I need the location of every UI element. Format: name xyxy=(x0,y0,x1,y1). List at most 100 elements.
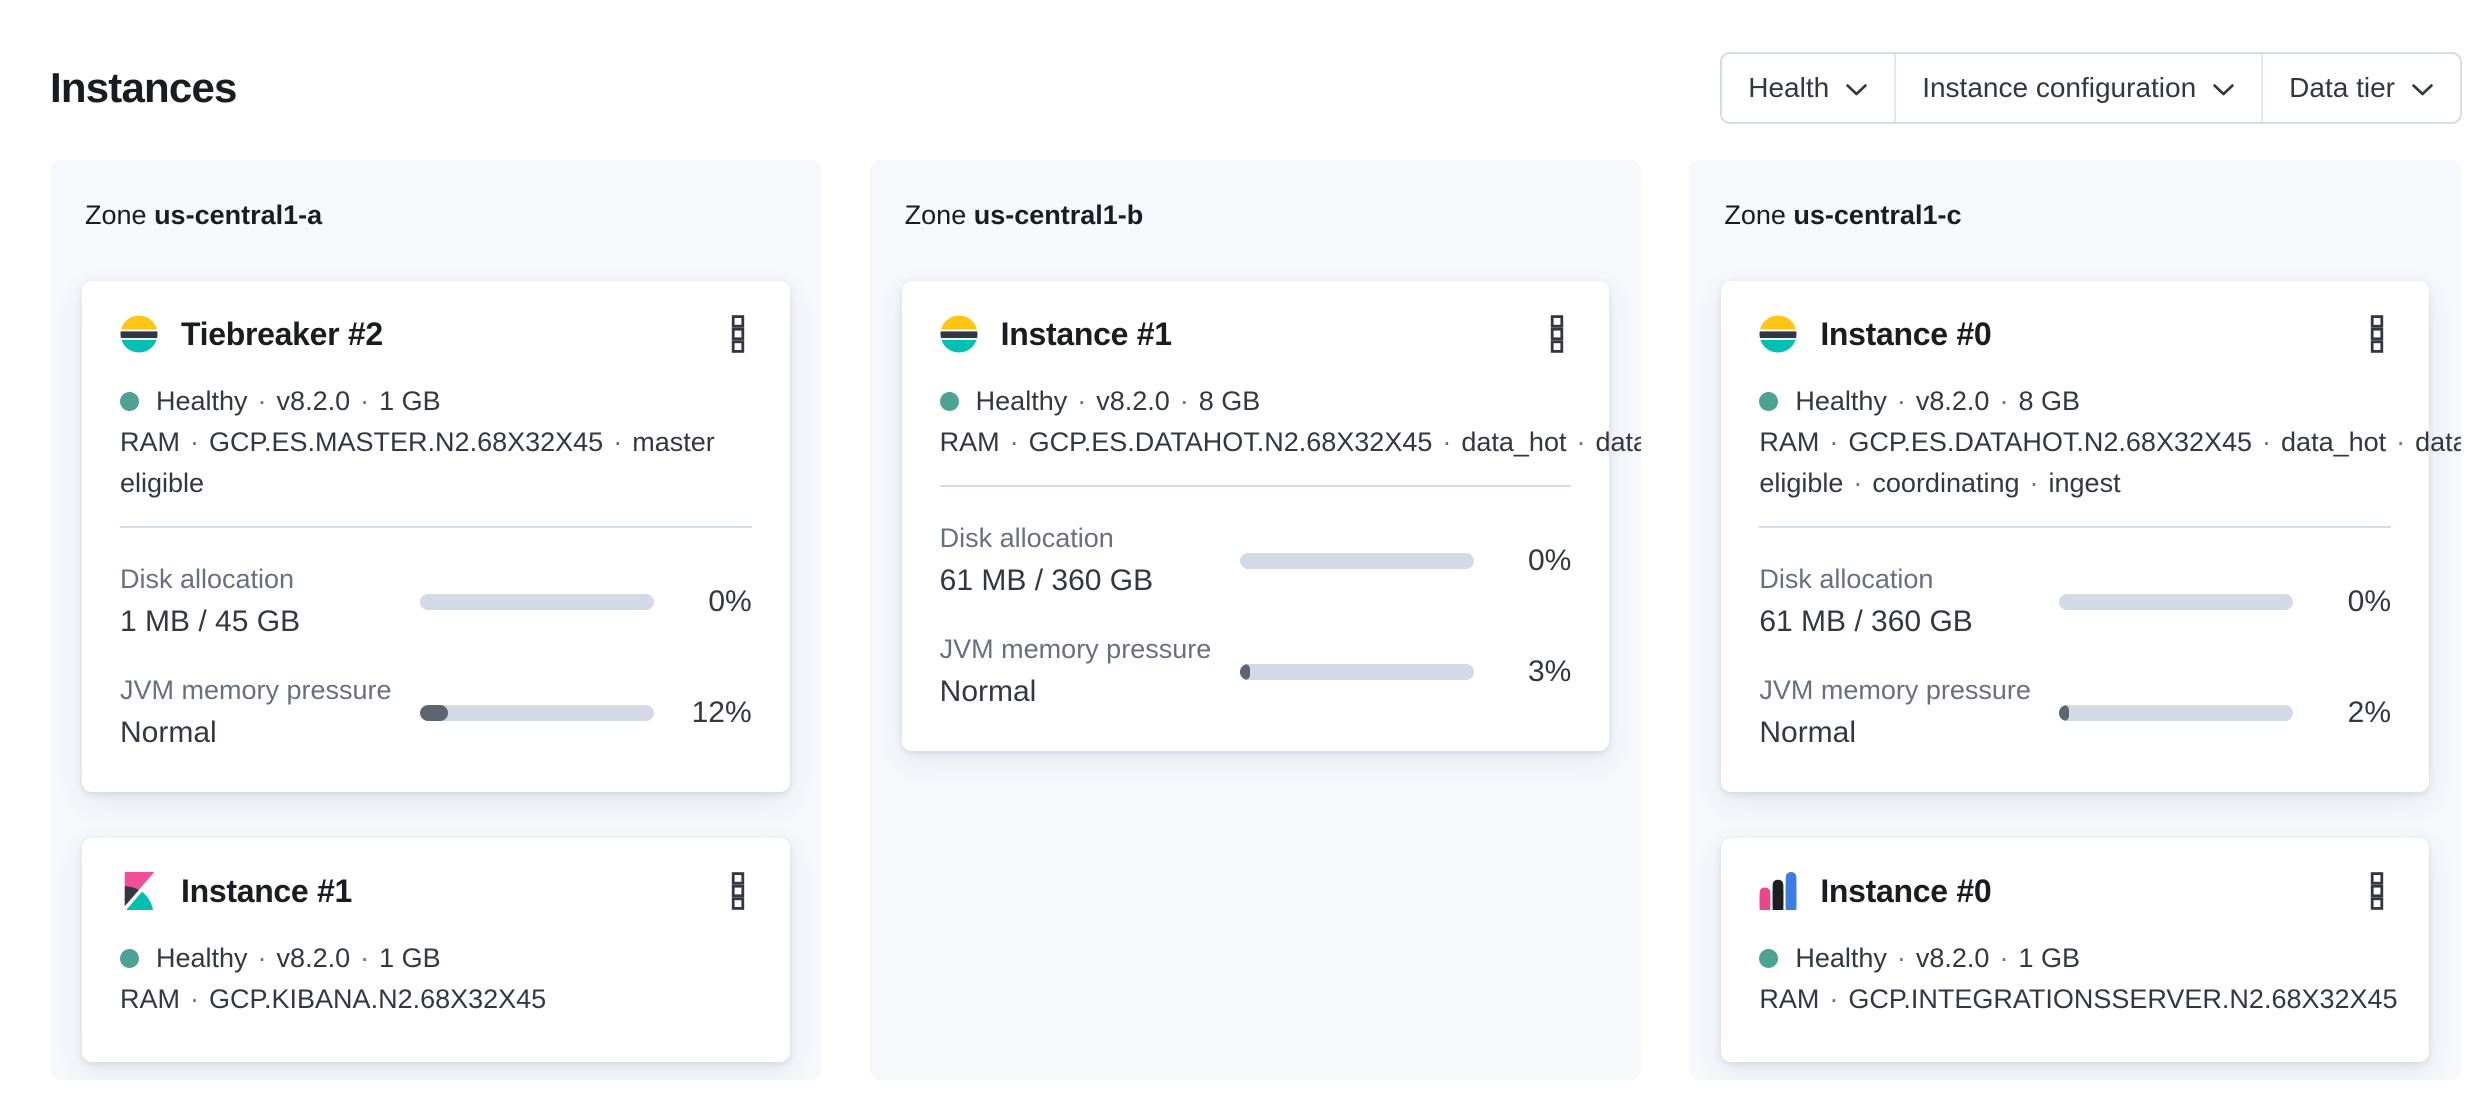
boxes-vertical-icon xyxy=(731,315,744,353)
zone-name: us-central1-a xyxy=(154,200,323,230)
chevron-down-icon xyxy=(2412,83,2433,95)
zone-panel-us-central1-c: Zone us-central1-c Instance #0 Healthy · v… xyxy=(1689,160,2462,1080)
dot-separator: · xyxy=(1896,386,1906,416)
integrations-server-logo xyxy=(1759,872,1797,910)
metric-percent: 0% xyxy=(1527,543,1572,577)
instance-title: Instance #1 xyxy=(1000,315,1172,352)
chevron-down-icon xyxy=(1846,83,1868,95)
kibana-logo xyxy=(120,872,158,910)
instance-attribute: coordinating xyxy=(1872,468,2020,498)
metric-row-jvm-memory-pressure: JVM memory pressure Normal 2% xyxy=(1759,675,2391,750)
metric-percent: 0% xyxy=(2347,584,2392,618)
divider xyxy=(939,485,1572,487)
instance-attribute: data_hot xyxy=(2281,427,2387,457)
instance-menu-button[interactable] xyxy=(724,870,752,912)
boxes-vertical-icon xyxy=(1551,315,1564,353)
zone-cards: Tiebreaker #2 Healthy · v8.2.0 · 1 GB RAM · GC… xyxy=(82,281,790,1062)
dot-separator: · xyxy=(257,943,267,973)
instance-attribute: v8.2.0 xyxy=(276,943,351,973)
instance-card: Instance #1 Healthy · v8.2.0 · 1 GB RAM · GCP.… xyxy=(82,838,790,1062)
instance-meta: Healthy · v8.2.0 · 8 GB RAM · GCP.ES.DATAHOT.N… xyxy=(939,381,1641,463)
dot-separator: · xyxy=(1442,427,1452,457)
instance-attribute: v8.2.0 xyxy=(276,386,351,416)
dot-separator: · xyxy=(1999,386,2009,416)
dot-separator: · xyxy=(1077,386,1087,416)
filter-button-health[interactable]: Health xyxy=(1722,54,1894,122)
instance-attribute: data_content xyxy=(1595,427,1642,457)
zone-cards: Instance #0 Healthy · v8.2.0 · 8 GB RAM · GCP.… xyxy=(1721,281,2461,1062)
card-header: Tiebreaker #2 xyxy=(120,313,752,355)
instance-card: Instance #0 Healthy · v8.2.0 · 8 GB RAM · GCP.… xyxy=(1721,281,2461,792)
metric-label: Disk allocation xyxy=(939,523,1114,553)
metric-label: JVM memory pressure xyxy=(939,634,1212,664)
instance-attribute: data_content xyxy=(2415,427,2462,457)
metric-label: JVM memory pressure xyxy=(120,675,392,705)
elasticsearch-logo xyxy=(120,315,158,353)
metric-label: Disk allocation xyxy=(1759,564,1934,594)
integrations-server-logo xyxy=(1759,872,1797,910)
metric-value: Normal xyxy=(939,675,1037,708)
instance-attribute: 1 GB RAM xyxy=(120,386,441,457)
filter-button-instance-configuration[interactable]: Instance configuration xyxy=(1894,54,2261,122)
progress-bar xyxy=(1239,552,1474,569)
kibana-logo xyxy=(124,872,155,910)
metric-percent: 2% xyxy=(2347,695,2392,729)
zone-name: us-central1-b xyxy=(973,200,1144,230)
instance-title: Instance #1 xyxy=(181,872,353,909)
dot-separator: · xyxy=(2029,468,2039,498)
metric-value: 61 MB / 360 GB xyxy=(939,564,1154,597)
divider xyxy=(120,526,752,528)
progress-bar xyxy=(2059,593,2294,610)
page-header: Instances Health Instance configuration … xyxy=(0,0,2490,124)
dot-separator: · xyxy=(2396,427,2406,457)
health-dot-icon xyxy=(120,949,139,968)
zone-name: us-central1-c xyxy=(1793,200,1962,230)
instance-menu-button[interactable] xyxy=(1543,313,1571,355)
instance-menu-button[interactable] xyxy=(2363,870,2391,912)
instance-attribute: master eligible xyxy=(120,427,715,498)
instance-attribute: master eligible xyxy=(1759,468,1844,498)
zones-row: Zone us-central1-a Tiebreaker #2 Healthy… xyxy=(50,160,2462,1080)
dot-separator: · xyxy=(190,984,199,1014)
progress-bar-fill xyxy=(2059,704,2070,721)
instance-meta: Healthy · v8.2.0 · 1 GB RAM · GCP.KIBANA.N2.68… xyxy=(120,938,752,1020)
elasticsearch-logo xyxy=(120,315,158,353)
metric-percent: 12% xyxy=(691,695,752,729)
health-status: Healthy xyxy=(975,386,1068,416)
dot-separator: · xyxy=(1576,427,1586,457)
metric-value: 1 MB / 45 GB xyxy=(120,605,301,638)
divider xyxy=(1759,526,2392,528)
instance-attribute: v8.2.0 xyxy=(1096,386,1170,416)
zone-title: Zone us-central1-a xyxy=(85,200,790,231)
progress-bar-fill xyxy=(420,704,449,721)
health-status: Healthy xyxy=(1795,943,1887,973)
instance-menu-button[interactable] xyxy=(2363,313,2391,355)
instance-attribute: data_hot xyxy=(1461,427,1567,457)
card-header: Instance #0 xyxy=(1759,870,2391,912)
progress-bar xyxy=(420,593,654,610)
instance-card: Instance #0 Healthy · v8.2.0 · 1 GB RAM · GCP.… xyxy=(1721,838,2430,1062)
instance-attribute: v8.2.0 xyxy=(1915,386,1990,416)
progress-bar-fill xyxy=(1239,663,1250,680)
boxes-vertical-icon xyxy=(2370,872,2384,910)
page-title: Instances xyxy=(50,64,237,111)
health-status: Healthy xyxy=(156,386,248,416)
dot-separator: · xyxy=(1009,427,1019,457)
chevron-down-icon xyxy=(2213,83,2234,95)
elasticsearch-logo xyxy=(1759,315,1797,353)
instance-menu-button[interactable] xyxy=(724,313,752,355)
elasticsearch-logo xyxy=(940,315,978,353)
health-dot-icon xyxy=(939,392,959,411)
progress-bar xyxy=(2059,704,2294,721)
instance-attribute: GCP.ES.DATAHOT.N2.68X32X45 xyxy=(1848,427,2253,457)
health-status: Healthy xyxy=(156,943,248,973)
filter-button-data-tier[interactable]: Data tier xyxy=(2261,54,2460,122)
instance-card: Instance #1 Healthy · v8.2.0 · 8 GB RAM · GCP.… xyxy=(901,281,1641,751)
dot-separator: · xyxy=(257,386,267,416)
dot-separator: · xyxy=(1853,468,1863,498)
metric-value: 61 MB / 360 GB xyxy=(1759,605,1973,638)
metric-value: Normal xyxy=(120,716,217,749)
elasticsearch-logo xyxy=(940,315,978,353)
progress-bar xyxy=(420,704,654,721)
zone-label: Zone xyxy=(85,200,147,230)
